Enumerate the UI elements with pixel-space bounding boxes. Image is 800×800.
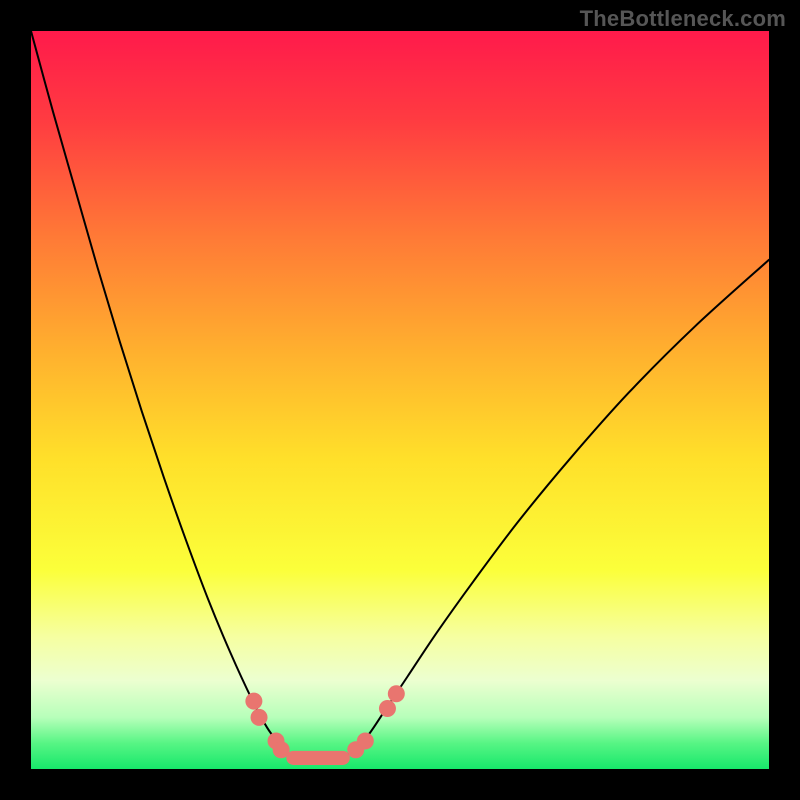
marker-left-0 — [245, 693, 262, 710]
marker-right-2 — [379, 700, 396, 717]
marker-right-3 — [388, 685, 405, 702]
marker-left-1 — [251, 709, 268, 726]
chart-frame: TheBottleneck.com — [0, 0, 800, 800]
marker-right-1 — [357, 732, 374, 749]
valley-marker-band — [286, 751, 349, 765]
bottleneck-curve-chart — [31, 31, 769, 769]
marker-left-3 — [273, 741, 290, 758]
gradient-background — [31, 31, 769, 769]
plot-area — [31, 31, 769, 769]
watermark-text: TheBottleneck.com — [580, 6, 786, 32]
